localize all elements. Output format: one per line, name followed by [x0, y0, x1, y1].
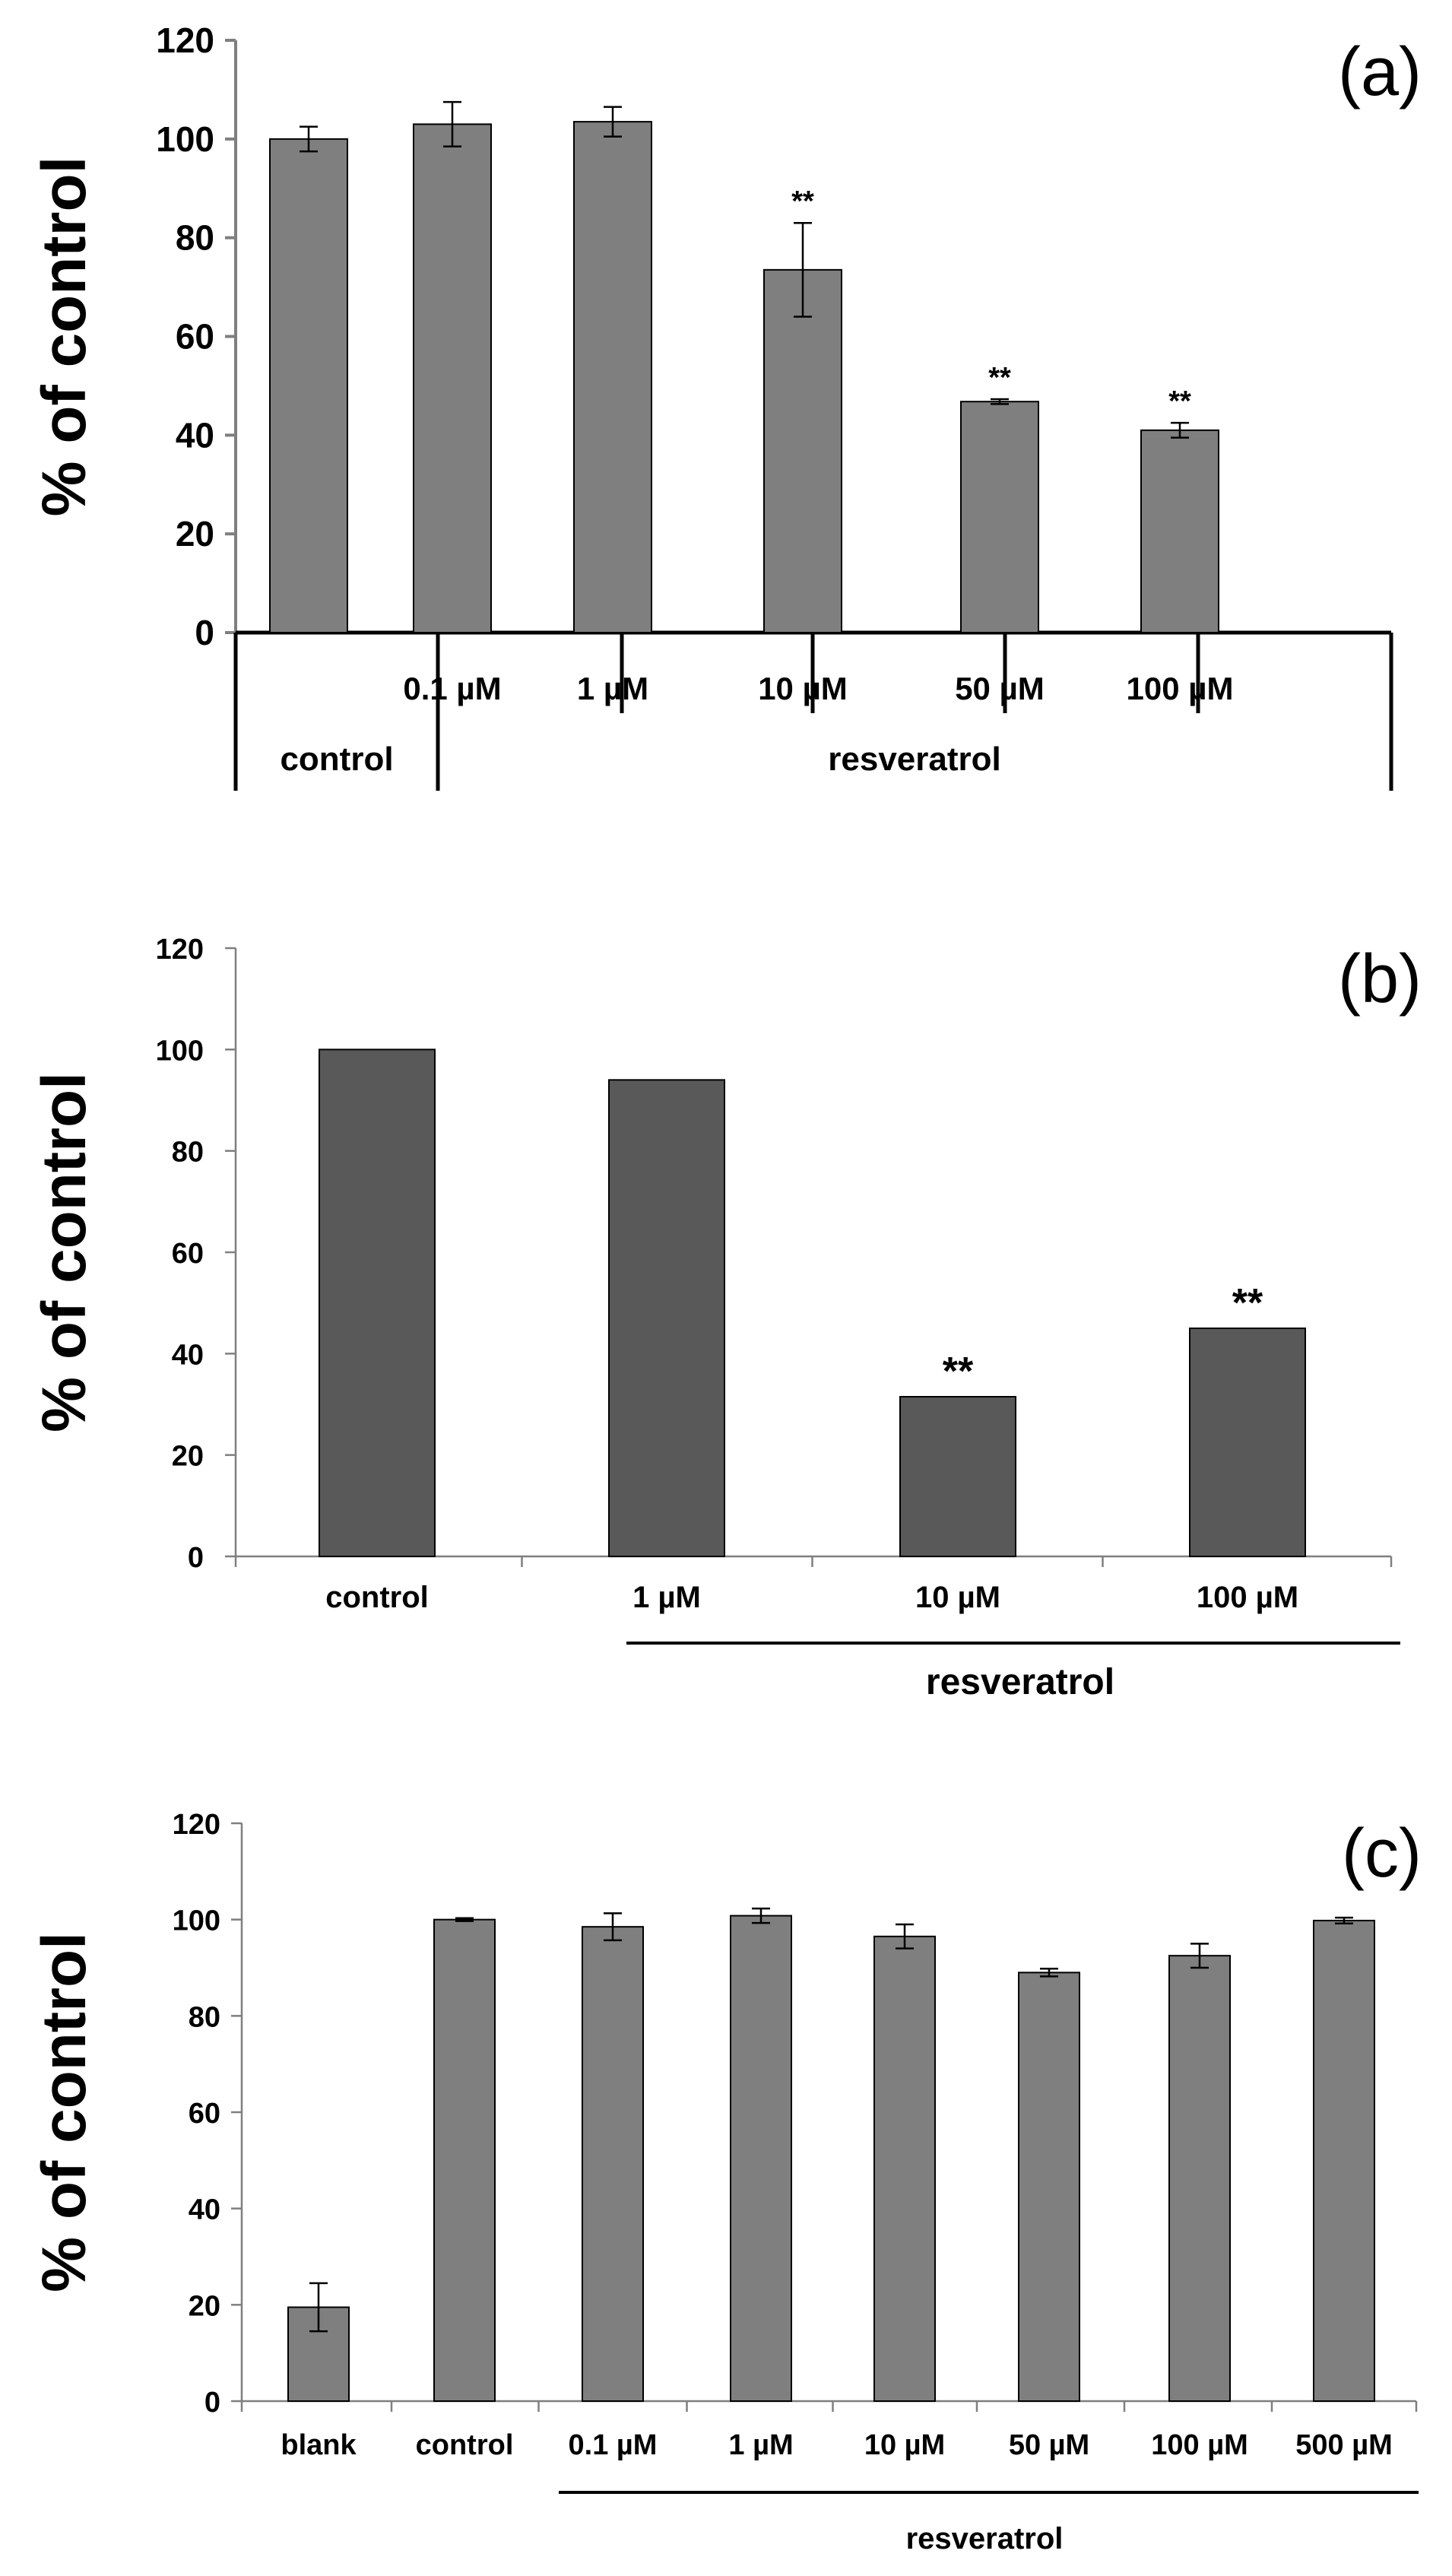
bar [413, 123, 492, 633]
y-tick-label: 0 [195, 613, 214, 652]
y-tick-label: 60 [189, 2098, 220, 2130]
y-tick-label: 100 [173, 1905, 220, 1937]
y-tick-label: 100 [156, 1035, 204, 1067]
y-tick-label: 20 [189, 2290, 220, 2322]
y-tick-label: 40 [176, 415, 214, 455]
chart-panel-2: 0 20 40 60 80 100 120 % of control (b) control 1 µ… [30, 934, 1422, 1702]
x-category-label: 0.1 µM [569, 2429, 658, 2461]
significance-label: ** [943, 1350, 974, 1394]
bar [433, 1918, 496, 2403]
y-tick-label: 60 [172, 1238, 204, 1270]
bar [1168, 1955, 1231, 2403]
bar [1140, 429, 1219, 633]
x-category-label: 1 µM [728, 2429, 793, 2461]
bar [319, 1048, 436, 1558]
chart-panel-1: 0 20 40 60 80 100 120 % of control (a) 0.1 µM 1 µM… [30, 21, 1422, 791]
y-tick-label: 100 [156, 119, 214, 159]
x-category-label: 50 µM [955, 671, 1045, 706]
y-tick-label: 0 [188, 1542, 204, 1574]
y-tick-label: 60 [176, 317, 214, 357]
y-tick-label: 80 [172, 1137, 204, 1169]
y-axis-title: % of control [30, 1072, 99, 1432]
bar [899, 1396, 1016, 1557]
x-category-label: 1 µM [632, 1581, 701, 1614]
x-category-label: 500 µM [1295, 2429, 1393, 2461]
bar [1313, 1919, 1375, 2402]
x-category-label: 100 µM [1151, 2429, 1248, 2461]
x-category-label: 0.1 µM [403, 671, 501, 706]
y-axis-title: % of control [30, 1932, 99, 2292]
x-category-label: 50 µM [1009, 2429, 1089, 2461]
bar [763, 268, 842, 633]
significance-label: ** [1232, 1281, 1263, 1325]
bar [582, 1926, 644, 2403]
y-tick-label: 0 [204, 2387, 220, 2419]
significance-label: ** [988, 362, 1011, 394]
bar [873, 1935, 936, 2402]
panel-label: (b) [1338, 941, 1422, 1017]
y-tick-label: 40 [189, 2194, 220, 2226]
significance-label: ** [791, 186, 814, 217]
bar [573, 121, 652, 634]
significance-label: ** [1168, 385, 1191, 417]
panel-label: (a) [1338, 34, 1422, 110]
bar [960, 401, 1039, 633]
group-label-resveratrol: resveratrol [906, 2522, 1064, 2555]
chart-panel-3: 0 20 40 60 80 100 120 % of control (c) blank contr… [30, 1809, 1422, 2555]
x-category-label: control [325, 1581, 429, 1614]
y-tick-label: 120 [173, 1809, 220, 1841]
bar [730, 1915, 792, 2403]
x-category-label: 100 µM [1127, 671, 1234, 706]
x-category-label: blank [281, 2429, 357, 2461]
x-category-label: 1 µM [577, 671, 648, 706]
x-category-label: 10 µM [758, 671, 848, 706]
y-tick-label: 80 [189, 2001, 220, 2033]
bar [1018, 1972, 1080, 2402]
group-label-control: control [280, 741, 393, 778]
y-tick-label: 120 [156, 934, 204, 966]
group-label-resveratrol: resveratrol [926, 1662, 1114, 1702]
y-tick-label: 20 [172, 1441, 204, 1473]
x-category-label: control [416, 2429, 514, 2461]
x-category-label: 10 µM [915, 1581, 1000, 1614]
bar [608, 1079, 725, 1558]
y-tick-label: 20 [176, 514, 214, 554]
y-axis-title: % of control [30, 157, 99, 517]
bar [1189, 1328, 1306, 1557]
bar [269, 138, 348, 634]
y-tick-label: 120 [156, 21, 214, 60]
panel-label: (c) [1342, 1816, 1422, 1892]
x-category-label: 100 µM [1197, 1581, 1298, 1614]
x-category-label: 10 µM [864, 2429, 945, 2461]
group-label-resveratrol: resveratrol [828, 741, 1000, 778]
y-tick-label: 80 [176, 218, 214, 258]
y-tick-label: 40 [172, 1339, 204, 1371]
